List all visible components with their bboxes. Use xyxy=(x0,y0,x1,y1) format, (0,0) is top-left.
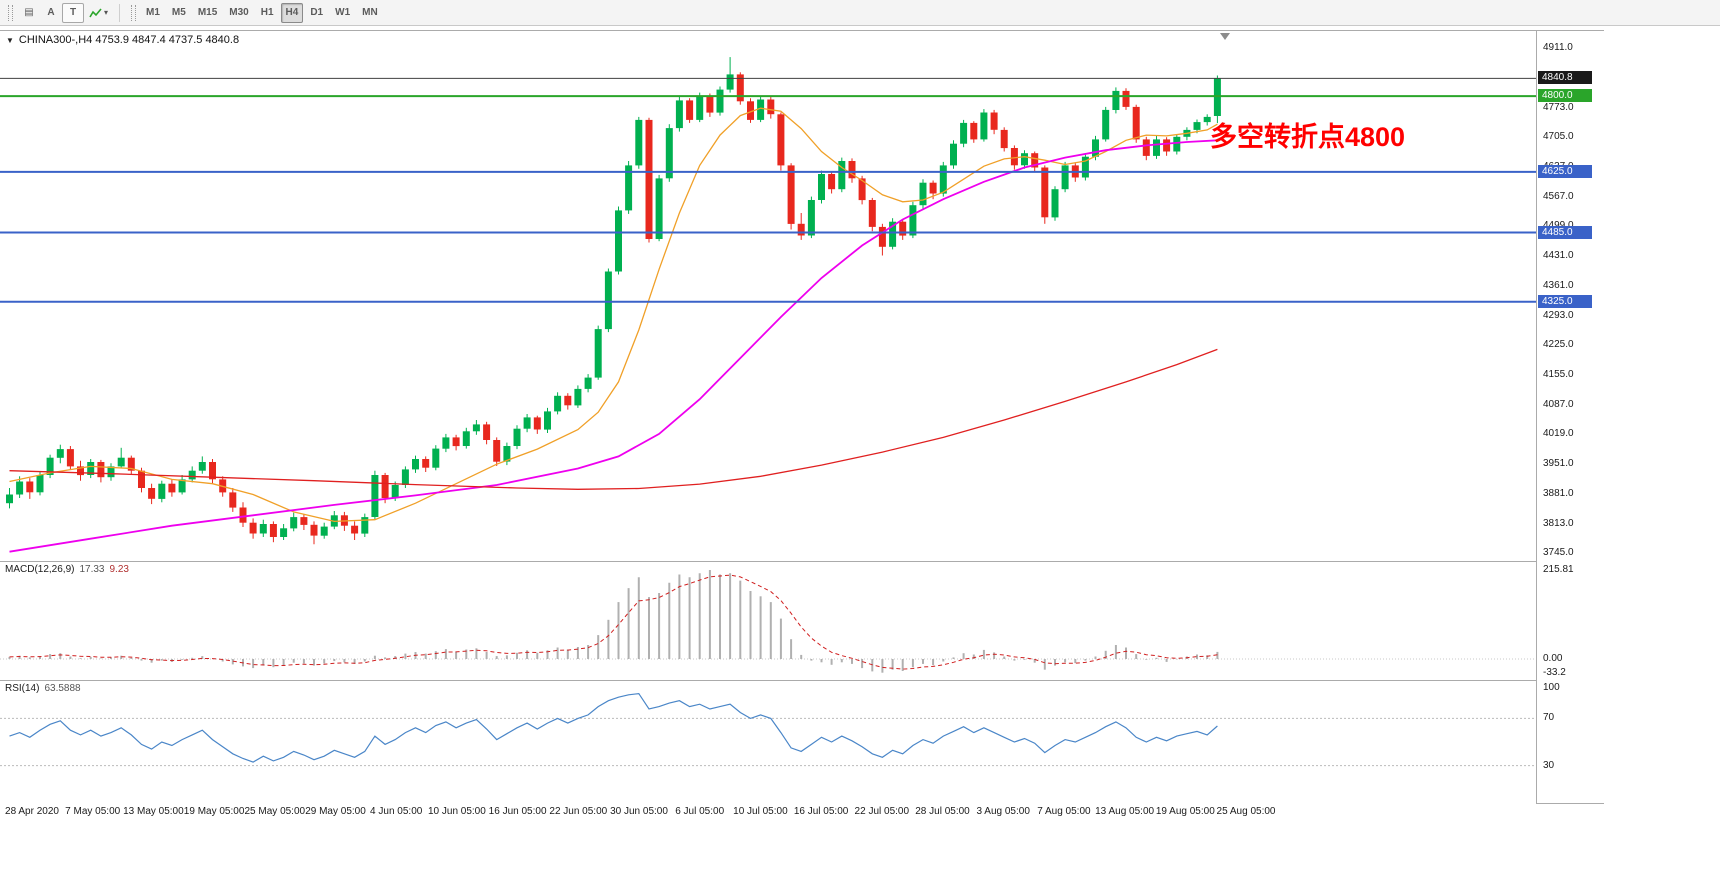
timeframe-button-m30[interactable]: M30 xyxy=(229,7,249,18)
price-tick-label: 3813.0 xyxy=(1543,517,1574,529)
price-axis[interactable]: 4911.04841.04773.04705.04637.04567.04499… xyxy=(1536,31,1605,803)
macd-pane[interactable]: MACD(12,26,9) 17.33 9.23 xyxy=(0,562,1536,680)
rsi-name: RSI(14) xyxy=(5,683,40,694)
rsi-canvas[interactable] xyxy=(0,681,1536,803)
timeframe-button-h4[interactable]: H4 xyxy=(280,2,304,23)
toolbar-grip[interactable] xyxy=(8,4,13,21)
price-tick-label: 4293.0 xyxy=(1543,309,1574,321)
indicators-dropdown-button[interactable]: ▾ xyxy=(84,3,113,23)
rsi-pane[interactable]: RSI(14) 63.5888 xyxy=(0,681,1536,803)
rsi-scale-label: 70 xyxy=(1543,712,1555,724)
time-axis-label: 25 May 05:00 xyxy=(244,806,306,817)
price-tick-label: 4155.0 xyxy=(1543,369,1574,381)
window-layout-button[interactable]: ▤ xyxy=(18,3,40,23)
price-tick-label: 4019.0 xyxy=(1543,428,1574,440)
rsi-label: RSI(14) 63.5888 xyxy=(5,683,81,694)
time-axis-label: 13 May 05:00 xyxy=(123,806,184,817)
macd-label: MACD(12,26,9) 17.33 9.23 xyxy=(5,564,129,575)
time-axis-label: 10 Jul 05:00 xyxy=(733,806,788,817)
timeframe-toolbar: M1 M5 M15 M30 H1 H4 D1 W1 MN xyxy=(141,2,383,23)
macd-scale-label: 215.81 xyxy=(1543,564,1574,575)
rsi-scale-label: 100 xyxy=(1543,682,1560,693)
macd-name: MACD(12,26,9) xyxy=(5,564,75,575)
one-click-trading-icon[interactable]: ▼ xyxy=(6,35,14,45)
time-axis-label: 13 Aug 05:00 xyxy=(1095,806,1155,817)
price-tick-label: 4567.0 xyxy=(1543,191,1574,202)
price-tag-4485.0: 4485.0 xyxy=(1538,225,1592,239)
price-tick-label: 4087.0 xyxy=(1543,398,1574,410)
timeframe-button-d1[interactable]: D1 xyxy=(310,7,324,18)
chevron-down-icon: ▾ xyxy=(104,8,109,17)
time-axis-label: 7 May 05:00 xyxy=(65,806,121,817)
price-tick-label: 4705.0 xyxy=(1543,131,1574,143)
price-tag-4625.0: 4625.0 xyxy=(1538,164,1592,178)
time-axis[interactable]: 28 Apr 2020 7 May 05:00 13 May 05:00 19 May… xyxy=(0,803,1536,821)
timeframe-button-m15[interactable]: M15 xyxy=(197,7,218,18)
timeframe-button-m5[interactable]: M5 xyxy=(171,7,186,18)
time-axis-label: 10 Jun 05:00 xyxy=(427,806,486,817)
pane-splitter-rsi[interactable] xyxy=(0,680,1604,681)
symbol-ohlc-text: CHINA300-,H4 4753.9 4847.4 4737.5 4840.8 xyxy=(18,34,240,46)
time-axis-label: 22 Jun 05:00 xyxy=(549,806,608,817)
time-axis-label: 7 Aug 05:00 xyxy=(1037,806,1091,817)
time-axis-label: 19 Aug 05:00 xyxy=(1155,806,1215,817)
macd-scale-label: -33.2 xyxy=(1543,666,1566,678)
time-axis-label: 22 Jul 05:00 xyxy=(854,806,910,817)
price-tick-label: 4431.0 xyxy=(1543,249,1574,261)
time-axis-label: 6 Jul 05:00 xyxy=(675,806,725,817)
pane-splitter-macd[interactable] xyxy=(0,561,1604,562)
price-tick-label: 4225.0 xyxy=(1543,339,1574,351)
timeframe-button-mn[interactable]: MN xyxy=(362,7,378,18)
price-tag-4325.0: 4325.0 xyxy=(1538,294,1592,308)
symbol-info: ▼ CHINA300-,H4 4753.9 4847.4 4737.5 4840… xyxy=(6,34,239,46)
macd-canvas[interactable] xyxy=(0,562,1536,680)
chart-window: ▼ CHINA300-,H4 4753.9 4847.4 4737.5 4840… xyxy=(0,30,1605,821)
price-tick-label: 4773.0 xyxy=(1543,101,1574,113)
chart-annotation: 多空转折点4800 xyxy=(1210,122,1406,152)
time-axis-label: 28 Jul 05:00 xyxy=(915,806,970,817)
macd-signal-value: 9.23 xyxy=(109,564,129,575)
time-axis-label: 19 May 05:00 xyxy=(183,806,245,817)
price-tag-4840.8: 4840.8 xyxy=(1538,71,1592,85)
price-tick-label: 3951.0 xyxy=(1543,457,1574,469)
indicator-icon xyxy=(89,7,102,17)
timeframe-button-m1[interactable]: M1 xyxy=(146,7,160,18)
time-axis-label: 16 Jun 05:00 xyxy=(488,806,547,817)
time-axis-label: 16 Jul 05:00 xyxy=(793,806,849,817)
candlestick-canvas[interactable] xyxy=(0,31,1536,561)
timeframe-toolbar-grip[interactable] xyxy=(131,4,137,21)
price-tick-label: 4911.0 xyxy=(1543,42,1573,53)
price-tick-label: 3881.0 xyxy=(1543,488,1574,500)
timeframe-button-h1[interactable]: H1 xyxy=(260,7,274,18)
toolbar: ▤ A T ▾ M1 M5 M15 M30 H1 H4 D1 W1 MN xyxy=(0,0,1720,26)
time-axis-label: 29 May 05:00 xyxy=(305,806,366,817)
rsi-value: 63.5888 xyxy=(44,683,81,694)
time-axis-label: 4 Jun 05:00 xyxy=(370,806,423,817)
time-axis-label: 28 Apr 2020 xyxy=(5,806,59,817)
toolbar-separator xyxy=(119,3,121,22)
time-axis-label: 3 Aug 05:00 xyxy=(976,806,1030,817)
price-tag-4800.0: 4800.0 xyxy=(1538,89,1592,103)
macd-main-value: 17.33 xyxy=(79,564,105,575)
timeframe-button-w1[interactable]: W1 xyxy=(335,7,351,18)
macd-scale-label: 0.00 xyxy=(1543,653,1563,664)
text-tool-button[interactable]: T xyxy=(62,2,84,23)
price-tick-label: 3745.0 xyxy=(1543,547,1574,558)
main-chart-pane[interactable]: ▼ CHINA300-,H4 4753.9 4847.4 4737.5 4840… xyxy=(0,31,1536,561)
window-layout-icon: ▤ xyxy=(24,7,34,18)
time-axis-label: 25 Aug 05:00 xyxy=(1216,806,1276,817)
price-tick-label: 4361.0 xyxy=(1543,280,1574,292)
chart-shift-marker-icon[interactable] xyxy=(1220,33,1230,40)
time-axis-label: 30 Jun 05:00 xyxy=(610,806,668,817)
rsi-scale-label: 30 xyxy=(1543,759,1555,771)
cursor-tool-button[interactable]: A xyxy=(47,7,55,18)
